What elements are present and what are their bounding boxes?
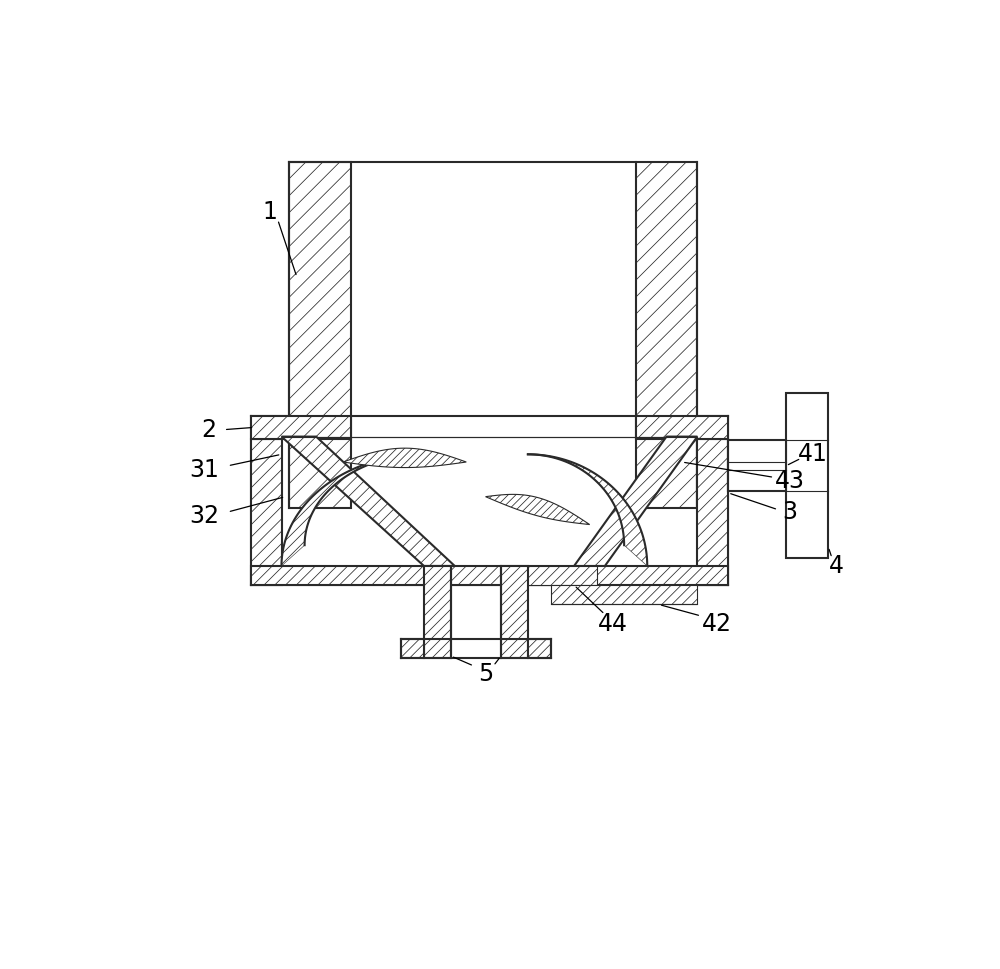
Polygon shape (282, 437, 455, 566)
Polygon shape (282, 454, 424, 566)
Polygon shape (401, 640, 424, 658)
Polygon shape (251, 416, 351, 439)
Text: 31: 31 (190, 457, 219, 482)
Text: 42: 42 (702, 611, 732, 636)
Polygon shape (289, 162, 351, 508)
Text: 2: 2 (201, 418, 216, 442)
Polygon shape (636, 416, 728, 439)
Polygon shape (551, 585, 697, 605)
Text: 3: 3 (782, 500, 797, 524)
Polygon shape (728, 441, 786, 491)
Polygon shape (486, 494, 590, 524)
Text: 43: 43 (775, 469, 805, 493)
Polygon shape (528, 454, 647, 566)
Text: 41: 41 (798, 442, 828, 466)
Polygon shape (574, 437, 697, 566)
Text: 32: 32 (190, 504, 220, 528)
Polygon shape (343, 448, 466, 468)
Polygon shape (528, 640, 551, 658)
Text: 44: 44 (598, 611, 628, 636)
Polygon shape (424, 566, 451, 658)
Polygon shape (501, 566, 528, 658)
Polygon shape (786, 392, 828, 558)
Text: 5: 5 (478, 662, 493, 686)
Polygon shape (251, 439, 282, 585)
Polygon shape (697, 439, 728, 585)
Polygon shape (520, 566, 597, 585)
Polygon shape (636, 162, 697, 508)
Polygon shape (251, 566, 728, 585)
Text: 4: 4 (828, 554, 843, 578)
Text: 1: 1 (263, 200, 277, 224)
